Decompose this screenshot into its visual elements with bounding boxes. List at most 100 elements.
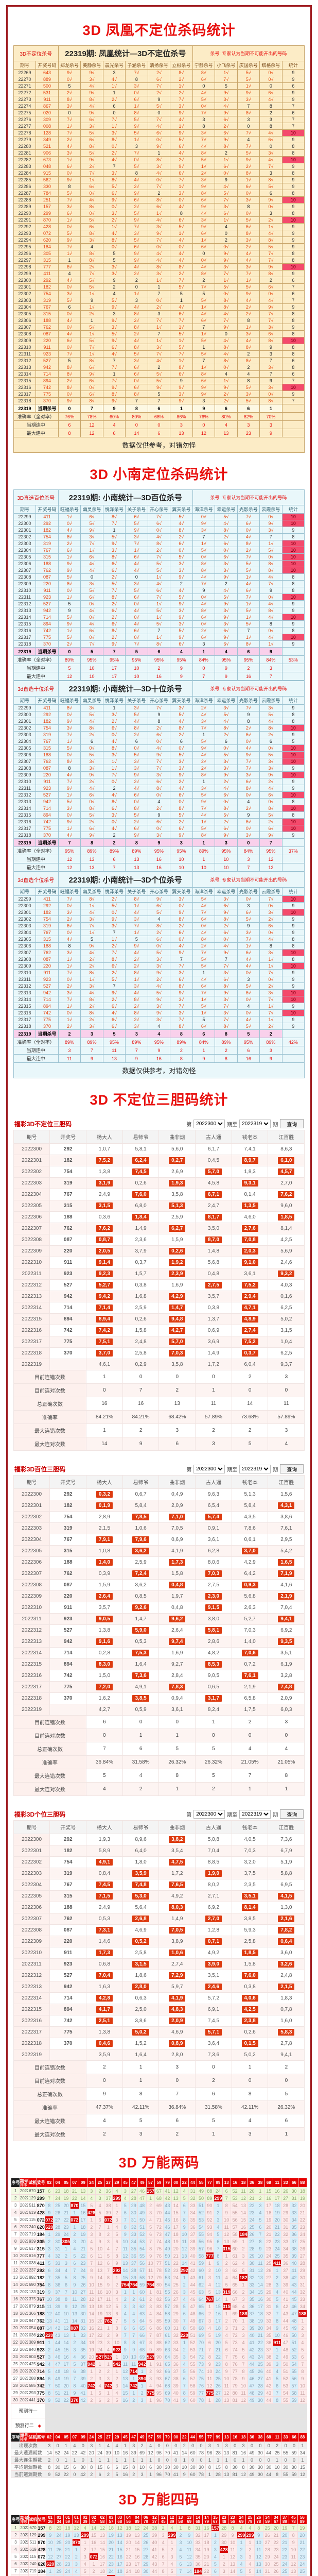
combo-header: 38 <box>256 2432 265 2442</box>
omit-cell: 25 <box>297 2567 307 2575</box>
kill-number-cell: 2√ <box>58 916 81 923</box>
omit-cell: 4 <box>44 2360 54 2368</box>
pick-value: 0,8,7 <box>96 1236 113 1243</box>
kill-number-cell: 6√ <box>215 791 238 799</box>
combo-header: 33 <box>281 2178 290 2188</box>
issue-cell: 2022303 <box>13 1177 50 1189</box>
summary-value: 0 <box>158 1370 196 1384</box>
kill-number-cell: 7√ <box>80 270 103 277</box>
query-button[interactable]: 查询 <box>280 1809 304 1819</box>
table-row: 8202229693930523030532049361034537744819… <box>11 2238 307 2245</box>
draw-number-cell: 319 <box>36 922 59 929</box>
issue-cell: 22316 <box>13 384 37 391</box>
kill-number-cell: 2√ <box>237 163 260 170</box>
kill-number-cell: 3√ <box>192 176 216 183</box>
omit-cell: 8 <box>112 2252 121 2260</box>
pick-value: 0,6,5 <box>207 1684 220 1690</box>
kill-number-cell: 6√ <box>80 391 103 398</box>
stat-cell: 9 <box>281 765 305 772</box>
kill-number-cell: 0√ <box>259 553 282 561</box>
kill-number-cell: 6 <box>125 738 148 745</box>
pick-cell: 2,7,1 <box>195 1890 232 1902</box>
omit-cell: 9 <box>70 2389 79 2397</box>
combo-top: 12 <box>152 2515 157 2520</box>
pick-value: 5,9,0 <box>132 1627 149 1634</box>
kill-number-cell: 3√ <box>102 170 126 177</box>
table-row: 5202229311507212272223072162216221628426… <box>11 2553 307 2561</box>
issue-from-select[interactable]: 2022300 <box>193 1809 225 1819</box>
omit-cell: 11 <box>120 2360 130 2368</box>
kill-number-cell: 3 <box>237 116 260 123</box>
query-button[interactable]: 查询 <box>280 1119 304 1128</box>
table-row: 2320223118409232451533519244923996898963… <box>11 2346 307 2353</box>
pick-value: 3,7,0 <box>241 1548 258 1554</box>
kill-number-cell: 8√ <box>237 230 260 237</box>
column-header: 江百胜 <box>268 1475 305 1489</box>
pick-cell: 3,5,9 <box>86 2049 123 2061</box>
kill-number-cell: 1√ <box>237 176 260 183</box>
query-button[interactable]: 查询 <box>280 1464 304 1473</box>
column-header: 开奖号 <box>49 1820 87 1834</box>
stat-cell: 8 <box>281 811 305 819</box>
omit-cell: 9 <box>112 2259 121 2267</box>
kill-number-cell: 7√ <box>215 1016 238 1023</box>
kill-number-cell: 7√ <box>192 109 216 116</box>
omit-cell: 7 <box>222 2194 231 2202</box>
kill-number-cell: 9√ <box>237 89 260 96</box>
predict-empty-area[interactable] <box>45 2403 307 2418</box>
combo-header: 02 <box>44 2432 54 2442</box>
issue-from-select[interactable]: 2022300 <box>193 1464 225 1473</box>
omit-cell: 7 <box>272 2310 282 2317</box>
omit-cell: 30 <box>264 2295 273 2303</box>
omit-cell: 28 <box>298 2259 307 2267</box>
omit-cell: 86 <box>154 2324 164 2332</box>
hit-cell: 767 <box>205 2295 215 2303</box>
issue-to-select[interactable]: 2022319 <box>239 1119 271 1128</box>
omit-cell: 1 <box>44 2338 54 2346</box>
pick-value: 2,5,9 <box>135 1560 147 1565</box>
column-header: 曲非烟 <box>158 1130 196 1144</box>
kill-number-cell: 6√ <box>237 731 260 738</box>
kill-number-cell: 4 <box>237 798 260 805</box>
hit-cell: 072 <box>70 2216 79 2224</box>
kill-number-cell: 5√ <box>215 711 238 718</box>
hit-cell: 775 <box>146 2389 155 2397</box>
combo-bottom: 78 <box>74 2519 79 2524</box>
pick-value: 8,7,0 <box>205 1236 222 1243</box>
pick-cell: 0,9,3 <box>231 1579 269 1591</box>
table-row: 22312 527 2√ 3√ 7 3√ 4√ 8√ 6√ 8√ 5√ 2√ 9 <box>13 982 305 990</box>
pick-value: 0,9,1 <box>207 1526 220 1531</box>
kill-number-cell: 6 <box>259 738 282 745</box>
table-row: 1920223079477621341111431152076275564585… <box>11 2317 307 2325</box>
omit-cell: 7 <box>129 2331 138 2339</box>
issue-to-select[interactable]: 2022319 <box>239 1809 271 1819</box>
pick-value: 7,5,3 <box>132 1650 149 1656</box>
pick-cell: 2,1,9 <box>268 1590 305 1602</box>
omit-cell: 63 <box>230 2266 240 2274</box>
omit-cell: 9 <box>228 2531 238 2539</box>
pick-value: 5,9,3 <box>244 1927 256 1933</box>
kill-number-cell: 9 <box>147 96 171 103</box>
table-columns-row: 序号期号排序↑↓试机号奖号020405070924252729454749575… <box>11 2432 307 2442</box>
predict-empty-area[interactable] <box>45 2418 307 2433</box>
hit-cell: 188 <box>298 2310 307 2317</box>
omit-cell: 5 <box>146 2317 155 2325</box>
table-row: 2520223134259424471753794211942111194219… <box>11 2360 307 2368</box>
kill-number-cell: 6√ <box>170 143 193 150</box>
pick-cell: 2,3,5 <box>231 1879 269 1891</box>
kill-number-cell: 7√ <box>259 317 282 324</box>
omit-cell: 17 <box>272 2194 282 2202</box>
omit-cell: 18 <box>264 2209 273 2216</box>
kill-number-cell: 8√ <box>170 916 193 923</box>
issue-from-select[interactable]: 2022300 <box>193 1119 225 1128</box>
omit-cell: 13 <box>132 2531 142 2539</box>
pick-cell: 1,6,5 <box>268 1556 305 1568</box>
issue-to-select[interactable]: 2022319 <box>239 1464 271 1473</box>
issue-cell: 22305 <box>13 310 37 317</box>
issue-cell: 2022310 <box>13 1257 50 1268</box>
jiang-cell: 754 <box>36 2281 46 2289</box>
summary-value: 12 <box>146 2449 155 2456</box>
